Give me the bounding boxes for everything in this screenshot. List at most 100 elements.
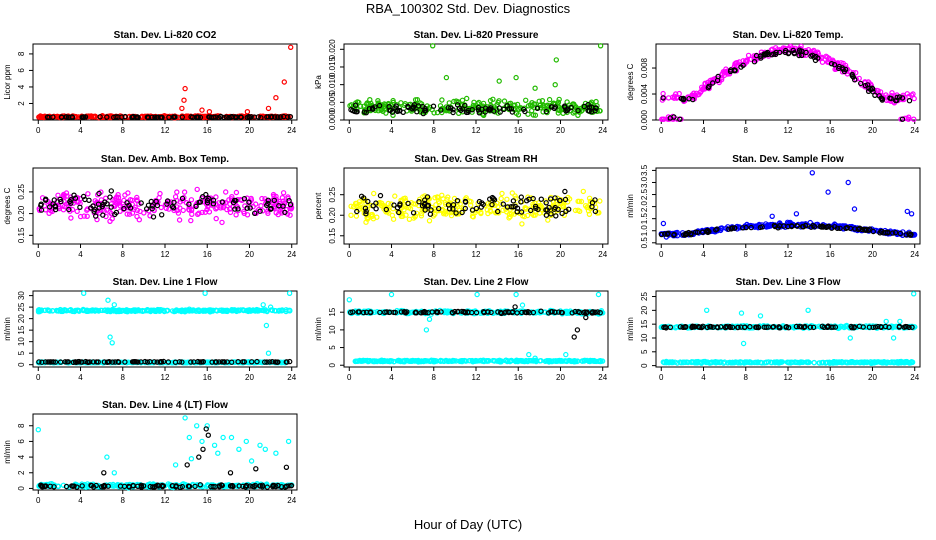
x-tick-label: 16: [826, 373, 835, 382]
data-point-black: [436, 205, 442, 212]
data-point-main: [181, 97, 187, 103]
data-point-black: [195, 114, 201, 121]
data-point-main: [847, 335, 854, 341]
data-point-black: [405, 200, 411, 207]
data-point-black: [740, 62, 746, 69]
y-axis-label: kPa: [314, 75, 323, 89]
data-point-black: [166, 114, 172, 121]
data-point-main: [223, 308, 230, 314]
data-point-main: [348, 212, 354, 218]
data-point-black: [193, 203, 199, 210]
data-point-black: [38, 201, 44, 207]
data-point-black: [459, 209, 465, 216]
data-point-main: [507, 100, 514, 107]
data-point-main: [410, 201, 417, 207]
data-point-main: [160, 307, 167, 313]
data-point-black: [188, 359, 194, 365]
data-point-black: [377, 192, 384, 199]
x-tick-label: 12: [784, 250, 793, 259]
data-point-black: [562, 188, 568, 195]
data-point-main: [94, 192, 101, 198]
data-point-black: [549, 104, 555, 110]
x-tick-label: 4: [389, 373, 394, 382]
data-point-main: [793, 211, 800, 217]
data-point-main: [206, 108, 213, 115]
data-point-black: [210, 197, 217, 203]
data-point-low: [251, 359, 258, 365]
data-point-black: [39, 359, 45, 365]
data-point-black: [501, 106, 507, 113]
data-point-black: [108, 204, 114, 210]
data-point-black: [588, 108, 595, 115]
data-point-main: [353, 213, 360, 219]
x-tick-label: 4: [389, 250, 394, 259]
data-point-main: [388, 291, 395, 298]
data-point-black: [158, 212, 165, 218]
data-point-black: [574, 327, 581, 333]
data-point-black: [107, 194, 113, 200]
y-tick-label: 10: [328, 325, 337, 334]
data-point-main: [88, 113, 95, 120]
data-point-black: [170, 204, 177, 211]
data-point-main: [107, 308, 114, 315]
data-point-black: [268, 206, 274, 212]
data-point-main: [74, 208, 80, 215]
y-tick-label: 4: [17, 454, 26, 459]
data-point-black: [47, 204, 53, 210]
data-point-black: [489, 201, 495, 208]
data-point-main: [244, 108, 251, 115]
data-point-black: [80, 193, 87, 200]
x-tick-label: 8: [432, 373, 437, 382]
data-point-black: [164, 201, 170, 207]
chart-title: Stan. Dev. Li-820 Temp.: [733, 30, 844, 41]
data-point-main: [180, 197, 186, 204]
data-point-black: [809, 52, 816, 59]
x-tick-label: 12: [784, 126, 793, 135]
data-point-main: [374, 309, 380, 315]
data-point-main: [580, 188, 587, 195]
data-point-black: [85, 359, 92, 365]
data-point-black: [158, 359, 165, 365]
data-point-main: [464, 95, 470, 102]
data-point-main: [128, 308, 135, 314]
data-point-main: [227, 206, 233, 212]
data-point-main: [507, 213, 513, 220]
data-point-main: [440, 196, 446, 202]
data-point-black: [906, 97, 913, 104]
data-point-main: [186, 204, 192, 210]
data-point-main: [865, 79, 872, 85]
y-tick-label: 5: [17, 350, 26, 355]
data-point-main: [369, 213, 375, 219]
data-point-black: [238, 114, 244, 120]
data-point-black: [361, 109, 368, 115]
data-point-main: [676, 90, 682, 97]
data-point-black: [251, 114, 258, 120]
data-point-main: [426, 218, 433, 224]
x-tick-label: 12: [161, 126, 170, 135]
data-point-black: [450, 109, 456, 116]
data-point-black: [282, 209, 288, 216]
data-point-main: [172, 308, 179, 314]
data-point-black: [488, 105, 494, 111]
y-tick-label: 0: [328, 362, 337, 367]
data-point-main: [60, 206, 67, 213]
data-point-main: [222, 189, 229, 195]
chart-title: Stan. Dev. Li-820 CO2: [114, 30, 217, 41]
data-point-main: [36, 308, 43, 314]
y-tick-label: 30: [17, 291, 26, 300]
data-point-low: [206, 359, 212, 366]
data-point-main: [255, 307, 262, 313]
chart-title: Stan. Dev. Line 4 (LT) Flow: [102, 400, 228, 411]
data-point-black: [132, 359, 138, 365]
data-point-main: [184, 307, 190, 314]
data-point-main: [552, 81, 558, 88]
y-axis-label: ml/min: [3, 440, 12, 464]
data-point-main: [63, 190, 70, 196]
data-point-black: [373, 200, 379, 206]
data-point-black: [265, 197, 271, 203]
data-point-black: [231, 197, 238, 204]
data-point-main: [856, 75, 862, 82]
